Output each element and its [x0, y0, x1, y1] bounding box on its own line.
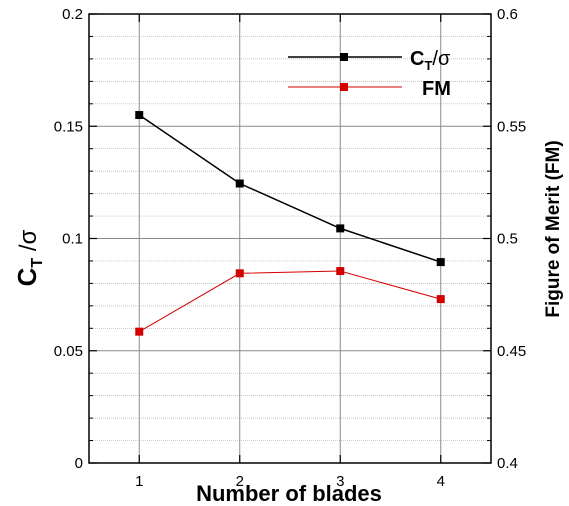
- y-axis-left-title: CT /σ: [12, 229, 46, 286]
- y-right-tick-label: 0.5: [497, 231, 518, 248]
- axis-ticks: 00.050.10.150.20.40.450.50.550.61 2 3 4: [54, 6, 526, 490]
- y-right-tick-label: 0.6: [497, 6, 518, 23]
- legend: CT/σ FM: [288, 48, 451, 100]
- legend-label-ct: CT/σ: [410, 48, 451, 73]
- legend-label-fm: FM: [422, 78, 451, 100]
- y-left-tick-label: 0.2: [62, 6, 83, 23]
- y-left-tick-label: 0.05: [54, 343, 83, 360]
- series-layer: [135, 111, 445, 336]
- y-axis-right-title: Figure of Merit (FM): [543, 140, 564, 317]
- y-right-tick-label: 0.45: [497, 343, 526, 360]
- data-point-fm: [336, 267, 344, 275]
- y-left-tick-label: 0.1: [62, 231, 83, 248]
- data-point-ct: [437, 258, 445, 266]
- y-left-tick-label: 0: [75, 455, 83, 472]
- y-right-tick-label: 0.4: [497, 455, 518, 472]
- x-tick-label: 1: [135, 473, 143, 490]
- legend-marker-fm: [340, 83, 348, 91]
- y-axis-left-title-main: C: [12, 267, 42, 286]
- y-axis-left-title-rest: /σ: [15, 229, 42, 257]
- x-axis-title: Number of blades: [196, 481, 382, 506]
- data-point-fm: [236, 269, 244, 277]
- x-tick-label: 4: [437, 473, 445, 490]
- legend-marker-ct: [340, 53, 348, 61]
- data-point-fm: [437, 295, 445, 303]
- data-point-ct: [135, 111, 143, 119]
- series-line-ct: [139, 115, 441, 262]
- data-point-ct: [236, 179, 244, 187]
- legend-label-ct-main: C: [410, 48, 424, 70]
- data-point-ct: [336, 224, 344, 232]
- legend-label-ct-sub: T: [424, 58, 432, 73]
- y-left-tick-label: 0.15: [54, 118, 83, 135]
- series-line-fm: [139, 271, 441, 332]
- data-point-fm: [135, 328, 143, 336]
- y-right-tick-label: 0.55: [497, 118, 526, 135]
- y-axis-left-title-sub: T: [29, 258, 46, 268]
- legend-label-ct-rest: /σ: [432, 48, 451, 70]
